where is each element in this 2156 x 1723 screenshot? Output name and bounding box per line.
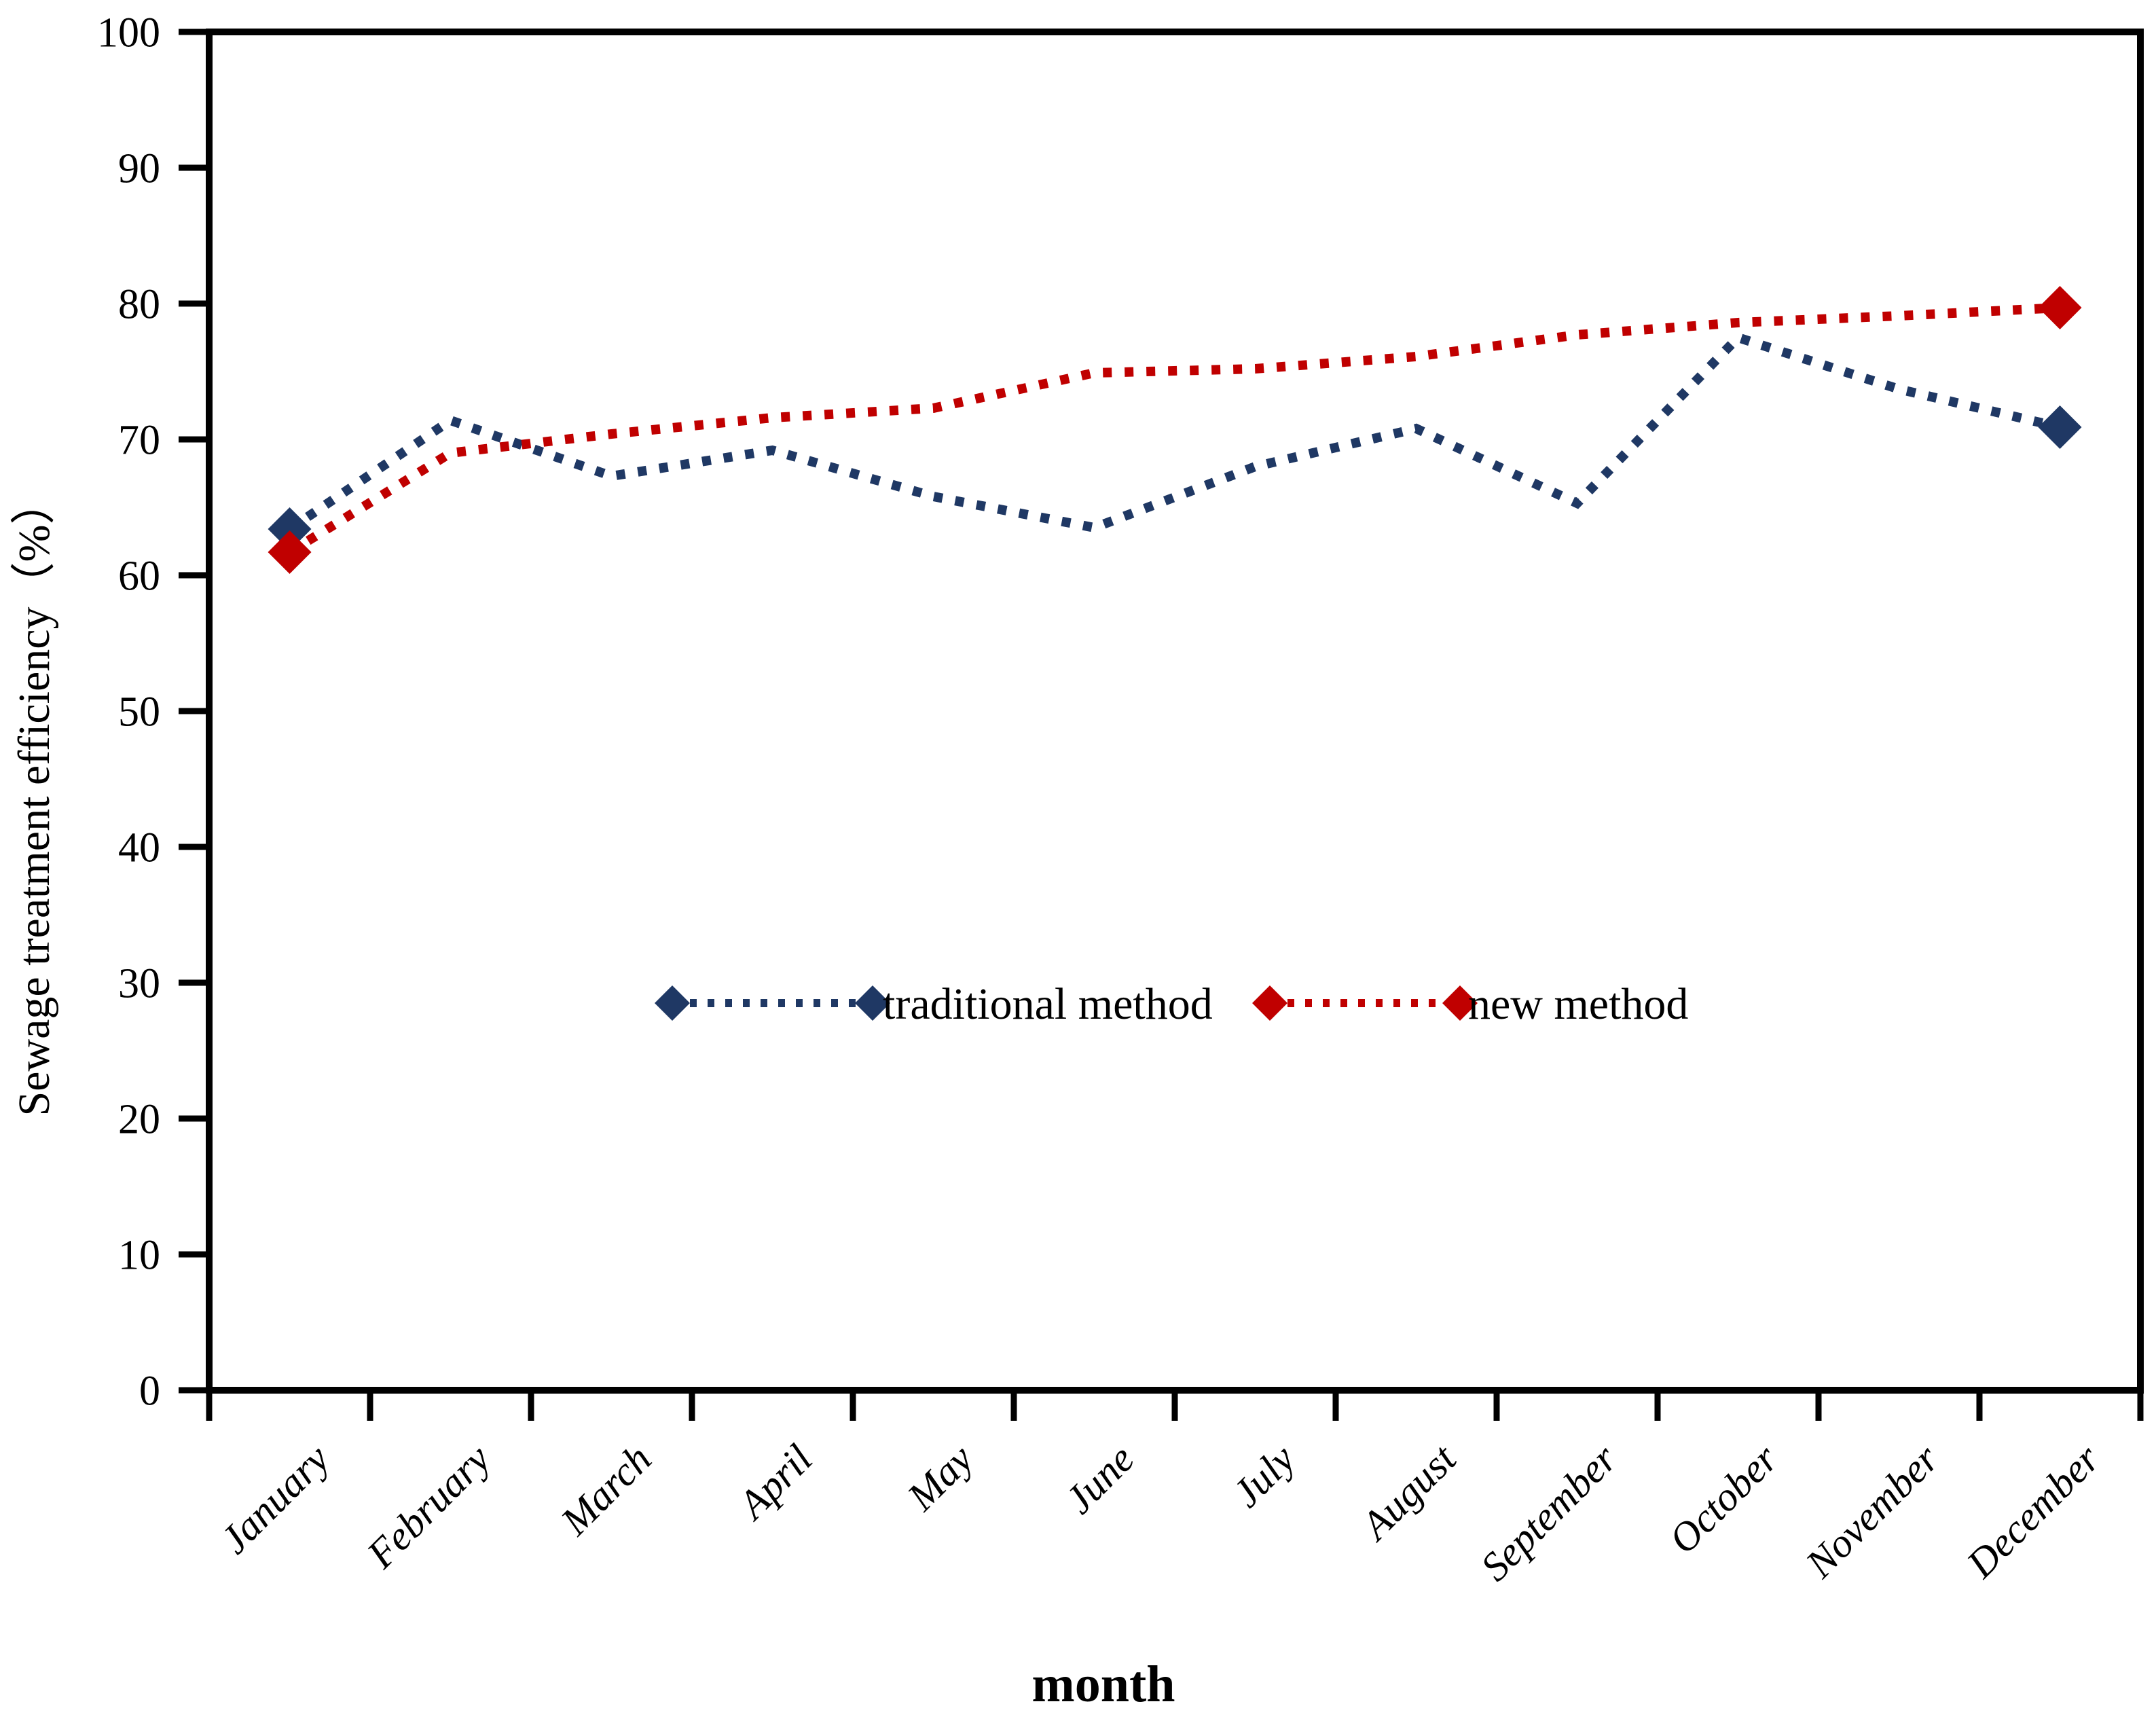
legend-marker-diamond <box>855 985 890 1021</box>
x-axis-title: month <box>1031 1656 1175 1713</box>
chart-generated-content: 0 10 20 30 40 50 60 70 80 90 100 January February Mar… <box>97 10 2144 1589</box>
y-axis-tick-label: 90 <box>118 146 160 192</box>
y-axis-tick-label: 20 <box>118 1097 160 1143</box>
series-marker-last-traditional-method <box>2038 405 2082 449</box>
x-axis-month-label: June <box>1057 1436 1143 1523</box>
legend-marker-diamond <box>1442 985 1478 1021</box>
x-axis-month-label: October <box>1660 1436 1787 1562</box>
x-axis-month-label: February <box>358 1436 499 1577</box>
x-axis-month-label: March <box>552 1436 660 1544</box>
y-axis-title: Sewage treatment efficiency（%） <box>10 479 59 1116</box>
legend-label: traditional method <box>883 979 1213 1029</box>
x-axis-month-label: May <box>898 1436 982 1519</box>
series-marker-first-new-method <box>268 530 312 574</box>
series-marker-first-traditional-method <box>268 507 312 551</box>
y-axis-tick-label: 60 <box>118 554 160 600</box>
legend-item-traditional-method: traditional method <box>655 979 1213 1029</box>
legend-marker-diamond <box>655 985 690 1021</box>
plot-border <box>206 29 2144 1394</box>
x-axis-month-label: August <box>1351 1436 1465 1550</box>
legend-item-new-method: new method <box>1252 979 1688 1029</box>
y-axis-tick-label: 10 <box>118 1233 160 1279</box>
series-line-traditional-method <box>287 332 2062 533</box>
x-axis-month-label: November <box>1797 1436 1948 1586</box>
x-axis-month-label: April <box>728 1436 821 1529</box>
legend-marker-diamond <box>1252 985 1287 1021</box>
x-axis-month-label: July <box>1224 1436 1304 1516</box>
series-line-new-method <box>287 303 2060 556</box>
y-axis-tick-label: 40 <box>118 825 160 871</box>
series-marker-last-new-method <box>2038 286 2082 329</box>
y-axis-tick-label: 30 <box>118 961 160 1007</box>
y-axis-tick-label: 0 <box>139 1368 160 1415</box>
y-axis-tick-label: 70 <box>118 418 160 464</box>
y-axis-tick-label: 100 <box>97 10 160 56</box>
x-axis-month-label: December <box>1958 1436 2108 1586</box>
y-axis-tick-label: 50 <box>118 689 160 736</box>
legend-label: new method <box>1468 979 1688 1029</box>
x-axis-month-label: January <box>212 1436 338 1562</box>
y-axis-tick-label: 80 <box>118 282 160 328</box>
x-axis-month-label: September <box>1472 1436 1626 1589</box>
